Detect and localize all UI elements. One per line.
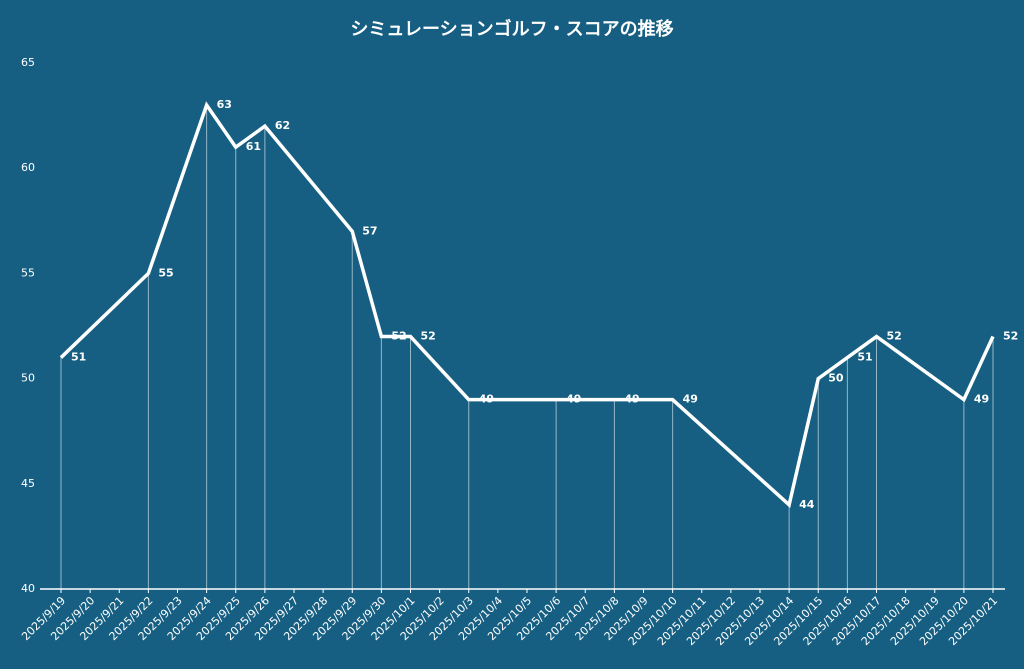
y-tick-label: 60 bbox=[21, 161, 35, 174]
data-label: 52 bbox=[887, 330, 902, 343]
data-label: 52 bbox=[1003, 330, 1018, 343]
y-tick-label: 40 bbox=[21, 582, 35, 595]
data-label: 61 bbox=[246, 140, 261, 153]
data-label: 44 bbox=[799, 498, 815, 511]
data-label: 55 bbox=[158, 266, 173, 279]
data-label: 50 bbox=[828, 372, 844, 385]
y-tick-label: 50 bbox=[21, 372, 35, 385]
data-label: 52 bbox=[421, 330, 436, 343]
data-label: 49 bbox=[479, 393, 494, 406]
data-label: 52 bbox=[391, 330, 406, 343]
chart-title: シミュレーションゴルフ・スコアの推移 bbox=[350, 18, 673, 40]
line bbox=[59, 101, 995, 509]
y-tick-label: 45 bbox=[21, 477, 35, 490]
y-tick-label: 65 bbox=[21, 56, 35, 69]
data-label: 49 bbox=[683, 393, 698, 406]
data-label: 51 bbox=[857, 351, 872, 364]
data-label: 49 bbox=[566, 393, 581, 406]
data-label: 49 bbox=[974, 393, 989, 406]
data-label: 57 bbox=[362, 224, 377, 237]
y-tick-label: 55 bbox=[21, 266, 35, 279]
data-label: 51 bbox=[71, 351, 86, 364]
data-label: 62 bbox=[275, 119, 290, 132]
data-label: 63 bbox=[217, 98, 232, 111]
data-label: 49 bbox=[624, 393, 639, 406]
